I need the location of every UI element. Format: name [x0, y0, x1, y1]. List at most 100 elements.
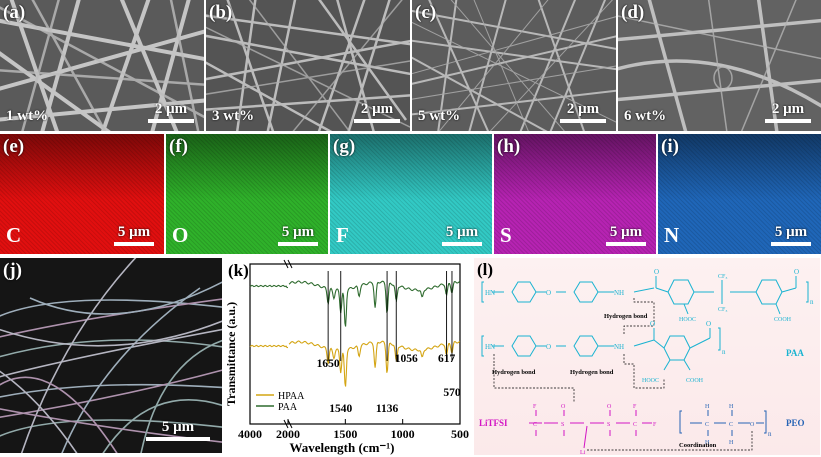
concentration-label: 6 wt% — [624, 108, 667, 124]
paa-o-right: O — [706, 320, 711, 328]
scale-bar-label: 5 μm — [445, 224, 479, 240]
overlay-image-j: (j) 5 μm — [0, 258, 222, 453]
peo-h-3: H — [705, 440, 710, 446]
concentration-label: 1 wt% — [6, 108, 49, 124]
peo-h-2: H — [729, 404, 734, 410]
axis-break-bottom — [283, 419, 289, 429]
litfsi-li: Li — [580, 450, 586, 455]
peak-annotation: 1540 — [329, 403, 352, 415]
scale-bar-label: 5 μm — [774, 224, 808, 240]
hpaa-o: O — [546, 289, 551, 297]
map-texture — [166, 134, 328, 254]
legend-entry: HPAA — [278, 391, 305, 402]
litfsi-f-2: F — [633, 404, 637, 410]
litfsi-s-1: S — [561, 422, 564, 428]
element-label: N — [664, 223, 680, 247]
fiber-texture — [618, 0, 821, 131]
peo-h-1: H — [705, 404, 710, 410]
hpaa-nh: NH — [614, 289, 624, 297]
paa-hn: HN — [485, 343, 495, 351]
hbond-dashed-mid — [623, 354, 665, 389]
peo-c-1: C — [705, 422, 709, 428]
x-axis-label: Wavelength (cm⁻¹) — [290, 440, 395, 455]
eds-panel-f: (g) F 5 μm — [330, 134, 492, 254]
paa-cooh: COOH — [686, 378, 704, 384]
scale-bar: 5 μm — [114, 224, 154, 246]
element-label: F — [336, 223, 349, 247]
x-tick-label: 1500 — [333, 427, 357, 441]
hbond-label-left: Hydrogen bond — [492, 369, 536, 376]
scale-bar-label: 5 μm — [609, 224, 643, 240]
x-tick-label: 500 — [451, 427, 469, 441]
hbond-dashed-left — [493, 354, 575, 402]
panel-label: (i) — [661, 136, 679, 157]
map-texture — [330, 134, 492, 254]
x-tick-label: 2000 — [276, 427, 300, 441]
scale-bar: 5 μm — [771, 224, 811, 246]
panel-label: (j) — [3, 260, 22, 281]
scale-bar-label: 5 μm — [161, 419, 195, 435]
peo-structure — [679, 410, 767, 436]
series-paa-line — [249, 284, 289, 289]
paa-hooc: HOOC — [642, 378, 659, 384]
peo-n: n — [768, 430, 772, 438]
hpaa-cf3-top: CF₃ — [718, 274, 727, 280]
axis-break-top — [287, 259, 293, 269]
fiber-texture — [0, 0, 204, 131]
panel-label: (c) — [415, 2, 437, 23]
eds-panel-c: (e) C 5 μm — [0, 134, 164, 254]
scale-bar: 5 μm — [442, 224, 482, 246]
litfsi-structure — [529, 410, 652, 449]
panel-label: (g) — [333, 136, 356, 157]
sem-panel-d: (d) 6 wt% 2 μm — [618, 0, 821, 131]
legend-entry: PAA — [278, 402, 298, 413]
scale-bar-label: 2 μm — [771, 101, 805, 117]
sem-panel-c: (c) 5 wt% 2 μm — [412, 0, 616, 131]
scale-bar-label: 5 μm — [281, 224, 315, 240]
element-label: C — [6, 223, 22, 247]
series-hpaa-line — [288, 340, 461, 387]
x-tick-label: 4000 — [238, 427, 262, 441]
hpaa-hooc: HOOC — [679, 317, 696, 323]
panel-label: (f) — [169, 136, 188, 157]
paa-n: n — [722, 348, 726, 356]
scale-bar: 5 μm — [606, 224, 646, 246]
ftir-chart: (k) 4000 2000 1500 1000 500 1650 1540 1136 1056 6… — [224, 259, 469, 455]
peo-o: O — [750, 422, 755, 428]
sem-panel-b: (b) 3 wt% 2 μm — [206, 0, 410, 131]
paa-o: O — [546, 343, 551, 351]
sem-panel-a: (a) 1 wt% 2 μm — [0, 0, 204, 131]
panel-label: (d) — [621, 2, 645, 23]
hpaa-o-top: O — [654, 268, 659, 276]
hpaa-chain — [481, 276, 809, 315]
panel-label: (h) — [497, 136, 521, 157]
peak-annotation: 1650 — [317, 358, 340, 370]
hpaa-n: n — [810, 298, 814, 306]
map-texture — [658, 134, 821, 254]
eds-panel-o: (f) O 5 μm — [166, 134, 328, 254]
y-axis-label: Transmittance (a.u.) — [224, 302, 238, 406]
peo-h-4: H — [729, 440, 734, 446]
scale-bar: 2 μm — [560, 101, 606, 123]
paa-o-top: O — [650, 320, 655, 328]
fiber-texture — [412, 0, 616, 131]
series-hpaa-line — [249, 344, 289, 349]
scale-bar: 2 μm — [354, 101, 400, 123]
map-texture — [0, 134, 164, 254]
litfsi-label: LiTFSI — [479, 418, 508, 428]
axis-break-bottom — [287, 419, 293, 429]
paa-label: PAA — [786, 348, 804, 358]
scale-bar-label: 2 μm — [360, 101, 394, 117]
panel-label: (e) — [3, 136, 25, 157]
litfsi-o-2: O — [607, 404, 612, 410]
x-tick-label: 1000 — [391, 427, 415, 441]
panel-label: (l) — [477, 260, 493, 279]
scale-bar: 2 μm — [148, 101, 194, 123]
hbond-dashed-top — [623, 298, 655, 334]
peo-c-2: C — [729, 422, 733, 428]
element-label: O — [172, 223, 189, 247]
hbond-label-top: Hydrogen bond — [604, 313, 648, 320]
coordination-dashed — [587, 430, 753, 451]
peo-label: PEO — [786, 418, 805, 428]
litfsi-f-3: F — [653, 422, 657, 428]
